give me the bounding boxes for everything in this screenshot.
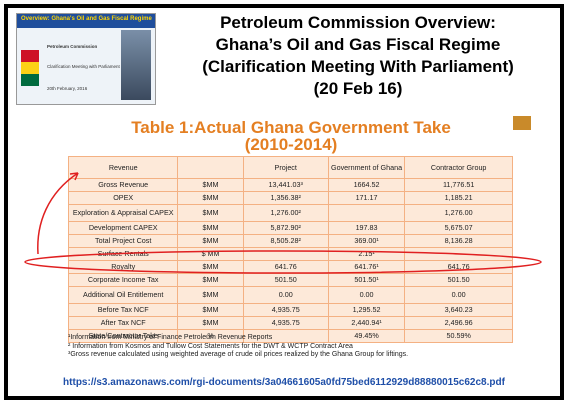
table-row: Total Project Cost $MM 8,505.28² 369.00¹ 8,1… — [67, 234, 513, 248]
header-line: (Clarification Meeting With Parliament) — [202, 57, 514, 76]
table-row: Before Tax NCF $MM 4,935.75 1,295.52 3,640.2… — [67, 303, 513, 317]
header-line: Petroleum Commission Overview: — [220, 13, 496, 32]
header-line: (20 Feb 16) — [313, 79, 403, 98]
table-cell — [242, 329, 329, 343]
table-row: Corporate Income Tax $MM 501.50 501.50¹ 501.… — [67, 273, 513, 287]
footnote: ² Information from Kosmos and Tullow Cos… — [68, 342, 353, 350]
header-line: Ghana’s Oil and Gas Fiscal Regime — [215, 35, 501, 54]
arrow-head — [69, 172, 79, 181]
highlight-ellipse — [24, 250, 542, 274]
rig-icon — [513, 116, 531, 130]
table-cell: 49.45% — [327, 329, 406, 343]
table-row: OPEX $MM 1,356.38² 171.17 1,185.21 — [67, 191, 513, 205]
rig-image — [121, 30, 151, 100]
table-row: Gross Revenue $MM 13,441.03³ 1664.52 11,776.… — [67, 178, 513, 192]
table-row: After Tax NCF $MM 4,935.75 2,440.94¹ 2,496.9… — [67, 316, 513, 330]
thumb-subtitle: Clarification Meeting with Parliament — [47, 64, 120, 69]
source-link[interactable]: https://s3.amazonaws.com/rgi-documents/3… — [63, 377, 505, 388]
table: Revenue Project Government of Ghana Contrac… — [67, 156, 513, 343]
thumb-title: Overview: Ghana's Oil and Gas Fiscal Reg… — [21, 16, 152, 22]
table-title-line: Table 1:Actual Ghana Government Take — [131, 118, 451, 137]
arrow — [37, 172, 79, 255]
table-cell: 50.59% — [404, 329, 513, 343]
flag — [21, 50, 39, 86]
thumb-org: Petroleum Commission — [47, 44, 98, 49]
header: Petroleum Commission Overview: Ghana’s Oi… — [158, 12, 558, 100]
footnotes: ¹Information from Ministry of Finance Pe… — [68, 334, 538, 360]
table-title-line: (2010-2014) — [244, 135, 338, 154]
table-cell: 1,276.00 — [404, 204, 513, 222]
thumb-date: 20th February, 2016 — [47, 86, 88, 91]
thumb-bar — [17, 14, 155, 28]
table-cell: State/Contractor Take — [67, 329, 179, 343]
table-title: Table 1:Actual Ghana Government Take (201… — [68, 119, 514, 153]
table-cell: 4,935.75 — [242, 303, 329, 317]
table-cell: % — [177, 329, 244, 343]
footnote: ³Gross revenue calculated using weighted… — [68, 351, 409, 358]
footnote: ¹Information from Ministry of Finance Pe… — [68, 334, 273, 341]
annotations — [24, 116, 542, 274]
table-row: Exploration & Appraisal CAPEX $MM 1,276.00… — [67, 204, 513, 222]
thumbnail: Overview: Ghana's Oil and Gas Fiscal Reg… — [16, 13, 156, 105]
slide: Overview: Ghana's Oil and Gas Fiscal Reg… — [4, 4, 564, 400]
table-cell: $MM — [177, 273, 244, 287]
table-row: State/Contractor Take% 49.45% 50.59% — [67, 329, 513, 343]
